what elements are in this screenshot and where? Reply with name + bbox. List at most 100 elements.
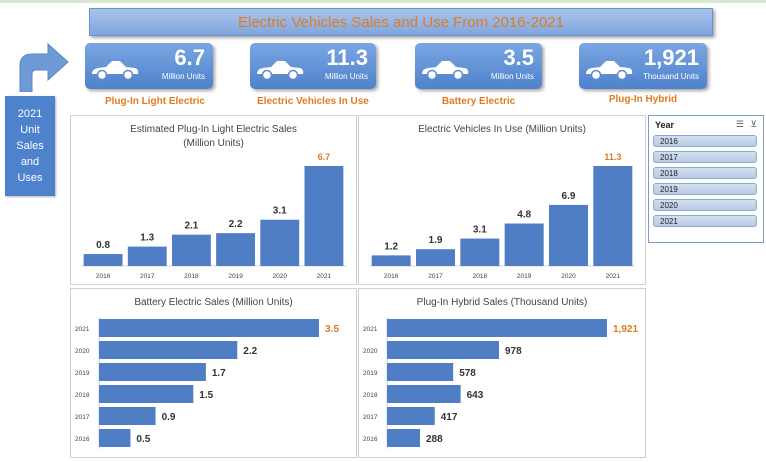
data-label: 1.2 bbox=[384, 241, 398, 252]
bar bbox=[387, 363, 454, 381]
data-label: 3.5 bbox=[325, 324, 339, 335]
slicer-toolbar: ☰ ⊻ bbox=[736, 119, 757, 130]
bar bbox=[387, 407, 435, 425]
kpi-unit: Million Units bbox=[490, 72, 534, 81]
kpi-card-ev-in-use: 11.3 Million Units bbox=[250, 43, 376, 89]
tick-label: 2018 bbox=[473, 273, 488, 280]
tick-label: 2017 bbox=[140, 273, 155, 280]
kpi-label: Battery Electric bbox=[441, 96, 516, 107]
bar bbox=[593, 166, 633, 266]
kpi-label: Electric Vehicles In Use bbox=[257, 96, 369, 107]
bar bbox=[260, 219, 300, 266]
data-label: 1.9 bbox=[429, 235, 443, 246]
data-label: 3.1 bbox=[473, 225, 487, 236]
data-label: 978 bbox=[505, 346, 522, 357]
tick-label: 2017 bbox=[428, 273, 443, 280]
tick-label: 2021 bbox=[606, 273, 621, 280]
data-label: 0.5 bbox=[136, 434, 150, 445]
tick-label: 2019 bbox=[75, 370, 90, 377]
year-slicer: Year ☰ ⊻ 2016 2017 2018 2019 2020 2021 bbox=[648, 115, 764, 243]
kpi-card-battery-electric: 3.5 Million Units bbox=[415, 43, 542, 89]
slicer-item[interactable]: 2018 bbox=[653, 167, 757, 179]
data-label: 1.3 bbox=[140, 233, 154, 244]
bar bbox=[83, 254, 123, 266]
sheet-gridline bbox=[0, 0, 766, 3]
kpi-value: 3.5 bbox=[503, 45, 534, 70]
data-label: 6.7 bbox=[318, 152, 331, 162]
slicer-item[interactable]: 2019 bbox=[653, 183, 757, 195]
data-label: 3.1 bbox=[273, 206, 287, 217]
bar bbox=[387, 429, 420, 447]
tick-label: 2021 bbox=[75, 326, 90, 333]
kpi-unit: Million Units bbox=[161, 72, 205, 81]
tick-label: 2020 bbox=[75, 348, 90, 355]
chart-battery-electric-sales: Battery Electric Sales (Million Units) 3.… bbox=[75, 297, 339, 449]
data-label: 1,921 bbox=[613, 324, 638, 335]
bar bbox=[371, 255, 411, 266]
bar bbox=[99, 429, 131, 447]
kpi-value: 11.3 bbox=[326, 45, 368, 70]
chart-panel-plugin-hybrid: Plug-In Hybrid Sales (Thousand Units) 1,9… bbox=[358, 288, 646, 458]
data-label: 2.2 bbox=[229, 219, 243, 230]
chart-title: Estimated Plug-In Light Electric Sales bbox=[130, 124, 297, 135]
tick-label: 2017 bbox=[75, 414, 90, 421]
tick-label: 2019 bbox=[228, 273, 243, 280]
data-label: 578 bbox=[459, 368, 476, 379]
tick-label: 2016 bbox=[363, 436, 378, 443]
clear-filter-icon[interactable]: ⊻ bbox=[750, 119, 757, 129]
tick-label: 2018 bbox=[184, 273, 199, 280]
data-label: 0.9 bbox=[162, 412, 176, 423]
bar bbox=[99, 407, 156, 425]
tick-label: 2019 bbox=[363, 370, 378, 377]
data-label: 417 bbox=[441, 412, 458, 423]
chart-title: Plug-In Hybrid Sales (Thousand Units) bbox=[417, 297, 588, 308]
slicer-title: Year bbox=[655, 120, 675, 130]
chart-panel-battery-electric: Battery Electric Sales (Million Units) 3.… bbox=[70, 288, 357, 458]
kpi-unit: Thousand Units bbox=[642, 72, 699, 81]
bar bbox=[387, 385, 461, 403]
slicer-item[interactable]: 2020 bbox=[653, 199, 757, 211]
kpi-label: Plug-In Light Electric bbox=[104, 96, 205, 107]
chart-ev-in-use: Electric Vehicles In Use (Million Units)… bbox=[369, 124, 635, 280]
bar bbox=[99, 341, 238, 359]
multi-select-icon[interactable]: ☰ bbox=[735, 119, 744, 129]
slicer-item[interactable]: 2017 bbox=[653, 151, 757, 163]
kpi-value: 6.7 bbox=[174, 45, 205, 70]
curved-arrow-icon bbox=[19, 42, 69, 92]
bar bbox=[171, 234, 211, 266]
data-label: 0.8 bbox=[96, 240, 110, 251]
data-label: 1.7 bbox=[212, 368, 226, 379]
car-icon bbox=[586, 61, 633, 81]
tick-label: 2020 bbox=[561, 273, 576, 280]
tick-label: 2018 bbox=[363, 392, 378, 399]
car-icon bbox=[92, 61, 139, 81]
bar bbox=[504, 223, 544, 266]
data-label: 11.3 bbox=[604, 152, 621, 162]
tick-label: 2018 bbox=[75, 392, 90, 399]
chart-title: (Million Units) bbox=[183, 138, 244, 149]
data-label: 6.9 bbox=[562, 191, 576, 202]
slicer-item[interactable]: 2016 bbox=[653, 135, 757, 147]
data-label: 288 bbox=[426, 434, 443, 445]
tick-label: 2021 bbox=[363, 326, 378, 333]
tick-label: 2016 bbox=[96, 273, 111, 280]
bar bbox=[387, 319, 607, 337]
bar bbox=[548, 204, 589, 266]
chart-panel-ev-in-use: Electric Vehicles In Use (Million Units)… bbox=[358, 115, 646, 285]
tick-label: 2020 bbox=[273, 273, 288, 280]
bar bbox=[415, 249, 456, 266]
slicer-item[interactable]: 2021 bbox=[653, 215, 757, 227]
bar bbox=[99, 319, 319, 337]
bar bbox=[99, 363, 206, 381]
tick-label: 2017 bbox=[363, 414, 378, 421]
tick-label: 2019 bbox=[517, 273, 532, 280]
tick-label: 2016 bbox=[384, 273, 399, 280]
tick-label: 2021 bbox=[317, 273, 332, 280]
kpi-card-plugin-hybrid: 1,921 Thousand Units bbox=[579, 43, 707, 89]
data-label: 4.8 bbox=[517, 210, 531, 221]
kpi-label: Plug-In Hybrid bbox=[608, 94, 678, 105]
bar bbox=[387, 341, 500, 359]
side-label: 2021 Unit Sales and Uses bbox=[5, 96, 55, 196]
chart-panel-plugin-light: Estimated Plug-In Light Electric Sales (M… bbox=[70, 115, 357, 285]
chart-plugin-hybrid-sales: Plug-In Hybrid Sales (Thousand Units) 1,9… bbox=[363, 297, 638, 449]
